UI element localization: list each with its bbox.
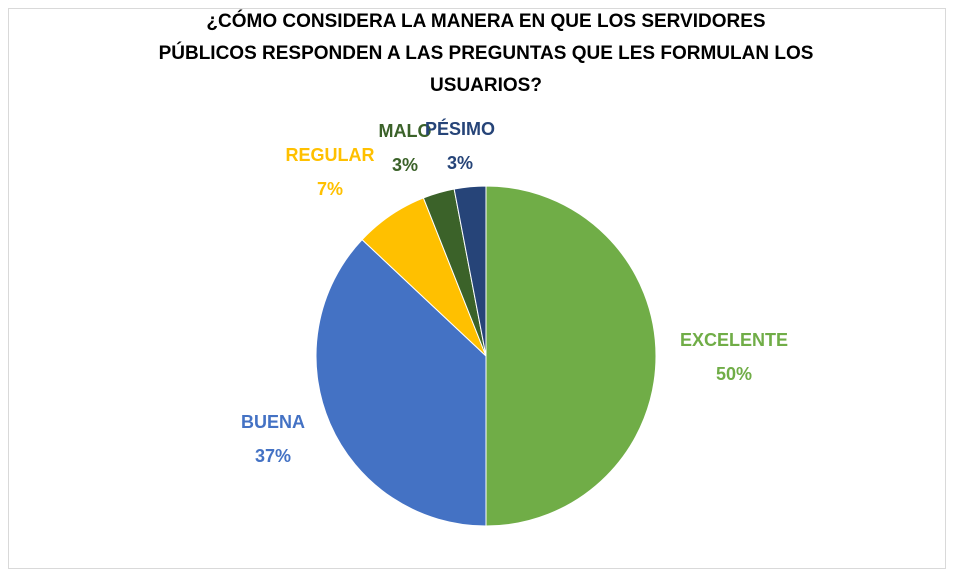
slice-value-label: 50% (716, 364, 752, 384)
slice-value-label: 3% (392, 155, 418, 175)
slice-category-label: PÉSIMO (425, 118, 495, 139)
chart-title: ¿CÓMO CONSIDERA LA MANERA EN QUE LOS SER… (206, 10, 765, 32)
pie-slice (315, 238, 487, 527)
slice-category-label: BUENA (241, 412, 305, 432)
slice-category-label: REGULAR (286, 145, 375, 165)
slice-value-label: 37% (255, 446, 291, 466)
chart-title: PÚBLICOS RESPONDEN A LAS PREGUNTAS QUE L… (159, 42, 814, 64)
slice-value-label: 3% (447, 153, 473, 173)
chart-title: USUARIOS? (430, 75, 542, 96)
slice-category-label: EXCELENTE (680, 330, 788, 350)
pie-slice (485, 185, 657, 527)
pie-slice (453, 185, 487, 357)
slice-value-label: 7% (317, 179, 343, 199)
slice-category-label: MALO (379, 121, 432, 141)
